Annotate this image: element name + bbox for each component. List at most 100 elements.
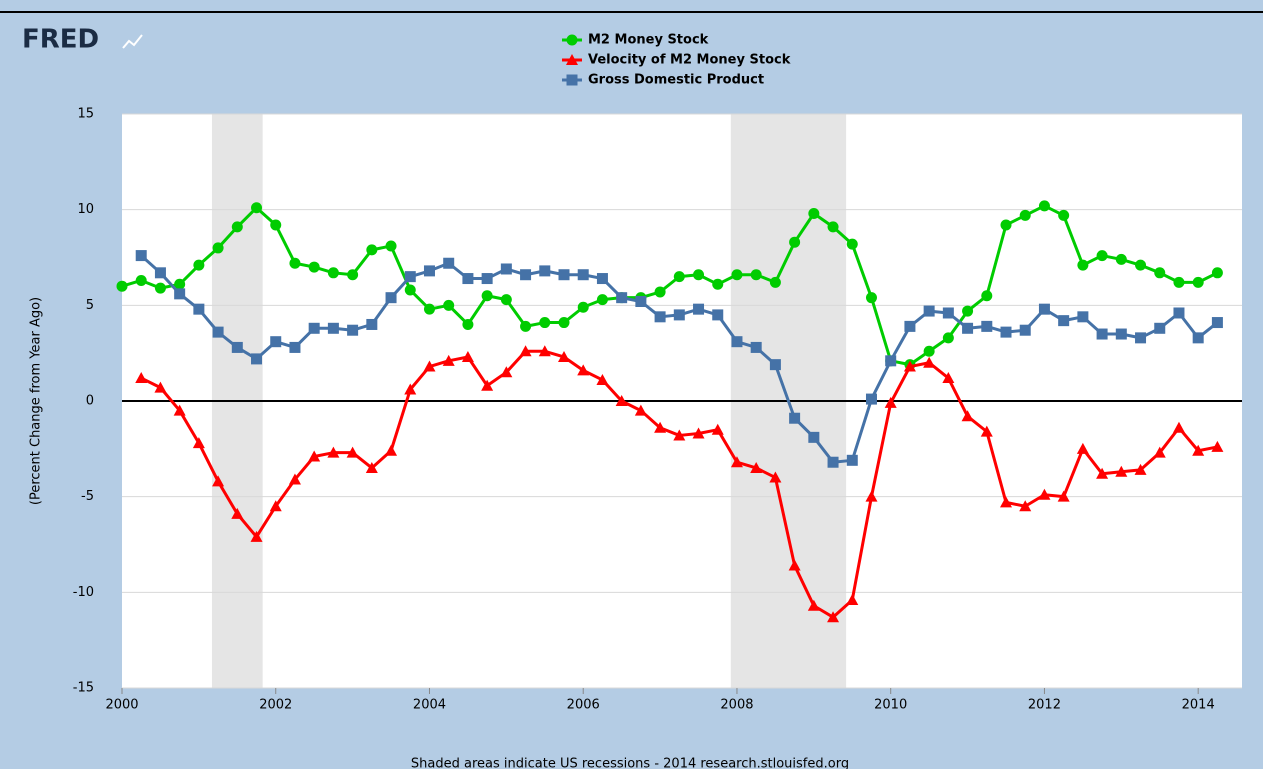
data-point xyxy=(634,404,647,416)
data-point xyxy=(827,221,839,233)
y-tick-label: -15 xyxy=(73,681,94,696)
data-point xyxy=(538,345,551,357)
data-point xyxy=(1058,315,1070,327)
data-point xyxy=(289,341,301,353)
data-point xyxy=(327,446,340,458)
data-point xyxy=(769,471,782,483)
y-tick-label: 5 xyxy=(86,298,94,313)
data-point xyxy=(154,267,166,279)
x-tick-label: 2000 xyxy=(105,698,138,713)
data-point xyxy=(865,292,877,304)
data-point xyxy=(827,611,840,623)
data-point xyxy=(616,292,628,304)
data-point xyxy=(923,305,935,317)
data-point xyxy=(846,238,858,250)
data-point xyxy=(1000,496,1013,508)
data-point xyxy=(1211,317,1223,329)
x-tick-label: 2012 xyxy=(1028,698,1061,713)
data-point xyxy=(365,461,378,473)
data-point xyxy=(1192,332,1204,344)
data-point xyxy=(500,366,513,378)
data-point xyxy=(558,350,571,362)
data-point xyxy=(654,286,666,298)
data-point xyxy=(1115,253,1127,265)
data-point xyxy=(577,364,590,376)
data-point xyxy=(212,326,224,338)
data-point xyxy=(347,269,359,281)
data-point xyxy=(154,381,167,393)
data-point xyxy=(654,421,667,433)
data-point xyxy=(1134,463,1147,475)
data-point xyxy=(135,250,147,262)
data-point xyxy=(539,265,551,277)
data-point xyxy=(750,461,763,473)
data-point xyxy=(289,257,301,269)
data-point xyxy=(461,350,474,362)
data-point xyxy=(385,292,397,304)
data-point xyxy=(808,431,820,443)
legend-label: Gross Domestic Product xyxy=(588,73,764,88)
y-axis-label: (Percent Change from Year Ago) xyxy=(29,297,44,505)
data-point xyxy=(1096,250,1108,262)
data-point xyxy=(347,324,359,336)
data-point xyxy=(385,240,397,252)
data-point xyxy=(615,395,628,406)
data-point xyxy=(269,500,282,512)
data-point xyxy=(231,341,243,353)
data-point xyxy=(520,269,532,281)
data-point xyxy=(1096,467,1109,479)
data-point xyxy=(769,359,781,371)
data-point xyxy=(327,267,339,279)
data-point xyxy=(712,309,724,321)
legend-marker xyxy=(566,34,578,46)
data-point xyxy=(250,530,263,542)
y-tick-label: 10 xyxy=(77,202,94,217)
data-point xyxy=(673,309,685,321)
data-point xyxy=(596,294,608,306)
x-tick-label: 2008 xyxy=(720,698,753,713)
data-point xyxy=(462,318,474,330)
data-point xyxy=(1000,219,1012,231)
data-point xyxy=(903,360,916,372)
y-tick-label: -5 xyxy=(81,489,94,504)
data-point xyxy=(981,320,993,332)
data-point xyxy=(1096,328,1108,340)
data-point xyxy=(366,244,378,256)
data-point xyxy=(251,353,263,365)
data-point xyxy=(942,332,954,344)
x-tick-label: 2010 xyxy=(874,698,907,713)
logo: FRED xyxy=(22,25,99,55)
data-point xyxy=(1057,490,1070,502)
data-point xyxy=(1192,444,1205,456)
data-point xyxy=(231,507,244,519)
data-point xyxy=(423,265,435,277)
data-point xyxy=(481,290,493,302)
data-point xyxy=(135,372,148,384)
data-point xyxy=(731,336,743,348)
data-point xyxy=(442,354,455,366)
data-point xyxy=(192,437,205,449)
data-point xyxy=(961,410,974,422)
data-point xyxy=(1000,326,1012,338)
data-point xyxy=(981,290,993,302)
data-point xyxy=(1038,488,1051,500)
data-point xyxy=(1019,209,1031,221)
data-point xyxy=(231,221,243,233)
data-point xyxy=(962,305,974,317)
data-point xyxy=(539,317,551,329)
data-point xyxy=(1173,307,1185,319)
data-point xyxy=(366,318,378,330)
data-point xyxy=(962,322,974,334)
data-point xyxy=(904,320,916,332)
data-point xyxy=(596,373,609,385)
data-point xyxy=(1038,303,1050,315)
data-point xyxy=(1173,276,1185,288)
data-point xyxy=(1115,465,1128,477)
x-tick-label: 2006 xyxy=(567,698,600,713)
data-point xyxy=(443,257,455,269)
data-point xyxy=(654,311,666,323)
data-point xyxy=(558,269,570,281)
data-point xyxy=(846,454,858,466)
x-tick-label: 2014 xyxy=(1182,698,1215,713)
